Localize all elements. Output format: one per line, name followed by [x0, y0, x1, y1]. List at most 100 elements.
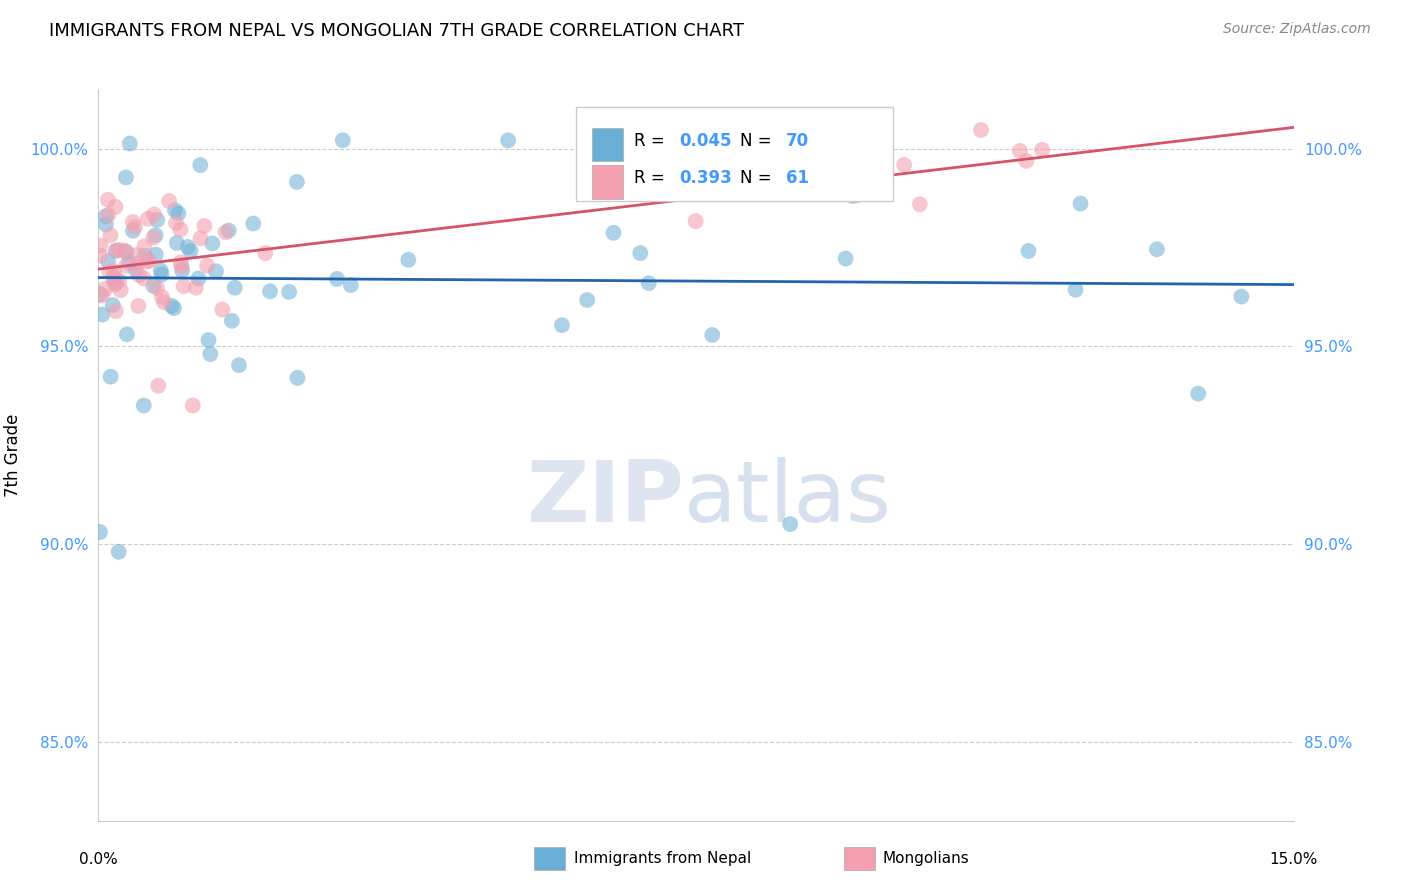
Point	[124, 262, 146, 277]
Text: Immigrants from Nepal: Immigrants from Nepal	[574, 851, 751, 866]
Point	[97, 208, 120, 222]
Point	[122, 215, 145, 229]
Point	[98, 264, 121, 278]
Point	[105, 244, 128, 258]
Point	[94, 218, 117, 232]
Point	[254, 246, 277, 260]
Point	[146, 281, 169, 295]
Point	[214, 225, 236, 239]
Point	[166, 235, 188, 250]
Point	[114, 244, 136, 258]
Point	[332, 133, 354, 147]
Point	[779, 517, 801, 532]
Point	[100, 228, 122, 243]
Point	[97, 193, 120, 207]
Point	[841, 189, 863, 203]
Point	[221, 314, 243, 328]
Point	[165, 216, 187, 230]
Point	[94, 282, 117, 296]
Text: 0.0%: 0.0%	[79, 852, 118, 867]
Point	[105, 276, 128, 290]
Point	[128, 268, 150, 282]
Point	[160, 299, 183, 313]
Point	[89, 248, 111, 262]
Point	[163, 301, 186, 315]
Point	[94, 209, 117, 223]
Point	[170, 260, 193, 274]
Text: atlas: atlas	[685, 458, 891, 541]
Point	[157, 194, 180, 208]
Point	[138, 253, 160, 268]
Point	[122, 224, 145, 238]
Point	[1070, 196, 1092, 211]
Point	[101, 298, 124, 312]
Point	[845, 188, 868, 202]
Point	[108, 274, 131, 288]
Point	[181, 399, 204, 413]
Point	[893, 158, 915, 172]
Point	[150, 268, 173, 282]
Point	[115, 170, 138, 185]
Text: IMMIGRANTS FROM NEPAL VS MONGOLIAN 7TH GRADE CORRELATION CHART: IMMIGRANTS FROM NEPAL VS MONGOLIAN 7TH G…	[49, 22, 744, 40]
Point	[115, 259, 138, 273]
Point	[326, 272, 349, 286]
Text: 0.045: 0.045	[679, 132, 731, 150]
Point	[115, 245, 138, 260]
Point	[103, 264, 125, 278]
Point	[1015, 153, 1038, 168]
Text: 70: 70	[786, 132, 808, 150]
Point	[118, 255, 141, 269]
Point	[396, 252, 419, 267]
Point	[259, 285, 281, 299]
Point	[205, 264, 228, 278]
Point	[136, 211, 159, 226]
Point	[765, 174, 787, 188]
Point	[340, 278, 363, 293]
Point	[104, 277, 127, 292]
Point	[195, 259, 218, 273]
Point	[100, 369, 122, 384]
Point	[200, 347, 222, 361]
Text: Mongolians: Mongolians	[883, 851, 970, 866]
Point	[1064, 283, 1087, 297]
Point	[136, 254, 159, 268]
Point	[834, 252, 856, 266]
Point	[177, 240, 200, 254]
Point	[224, 281, 246, 295]
Point	[685, 214, 707, 228]
Point	[89, 287, 111, 301]
Point	[1187, 386, 1209, 401]
Y-axis label: 7th Grade: 7th Grade	[4, 413, 21, 497]
Point	[1230, 289, 1253, 303]
Point	[104, 304, 127, 318]
Text: 15.0%: 15.0%	[1270, 852, 1317, 867]
Point	[145, 228, 167, 243]
Point	[173, 279, 195, 293]
Point	[776, 179, 799, 194]
Point	[602, 226, 624, 240]
Point	[190, 231, 212, 245]
Point	[91, 288, 114, 302]
Point	[218, 223, 240, 237]
Point	[242, 217, 264, 231]
Point	[184, 281, 207, 295]
Point	[1031, 143, 1053, 157]
Point	[110, 283, 132, 297]
Point	[278, 285, 301, 299]
Point	[104, 200, 127, 214]
Point	[163, 203, 186, 218]
Point	[1146, 243, 1168, 257]
Text: ZIP: ZIP	[526, 458, 685, 541]
Point	[628, 246, 651, 260]
Point	[167, 206, 190, 220]
Point	[153, 295, 176, 310]
Point	[146, 213, 169, 227]
Point	[150, 290, 173, 304]
Point	[89, 238, 111, 252]
Point	[637, 276, 659, 290]
Point	[142, 278, 165, 293]
Point	[104, 269, 127, 284]
Point	[91, 308, 114, 322]
Point	[193, 219, 215, 233]
Point	[118, 136, 141, 151]
